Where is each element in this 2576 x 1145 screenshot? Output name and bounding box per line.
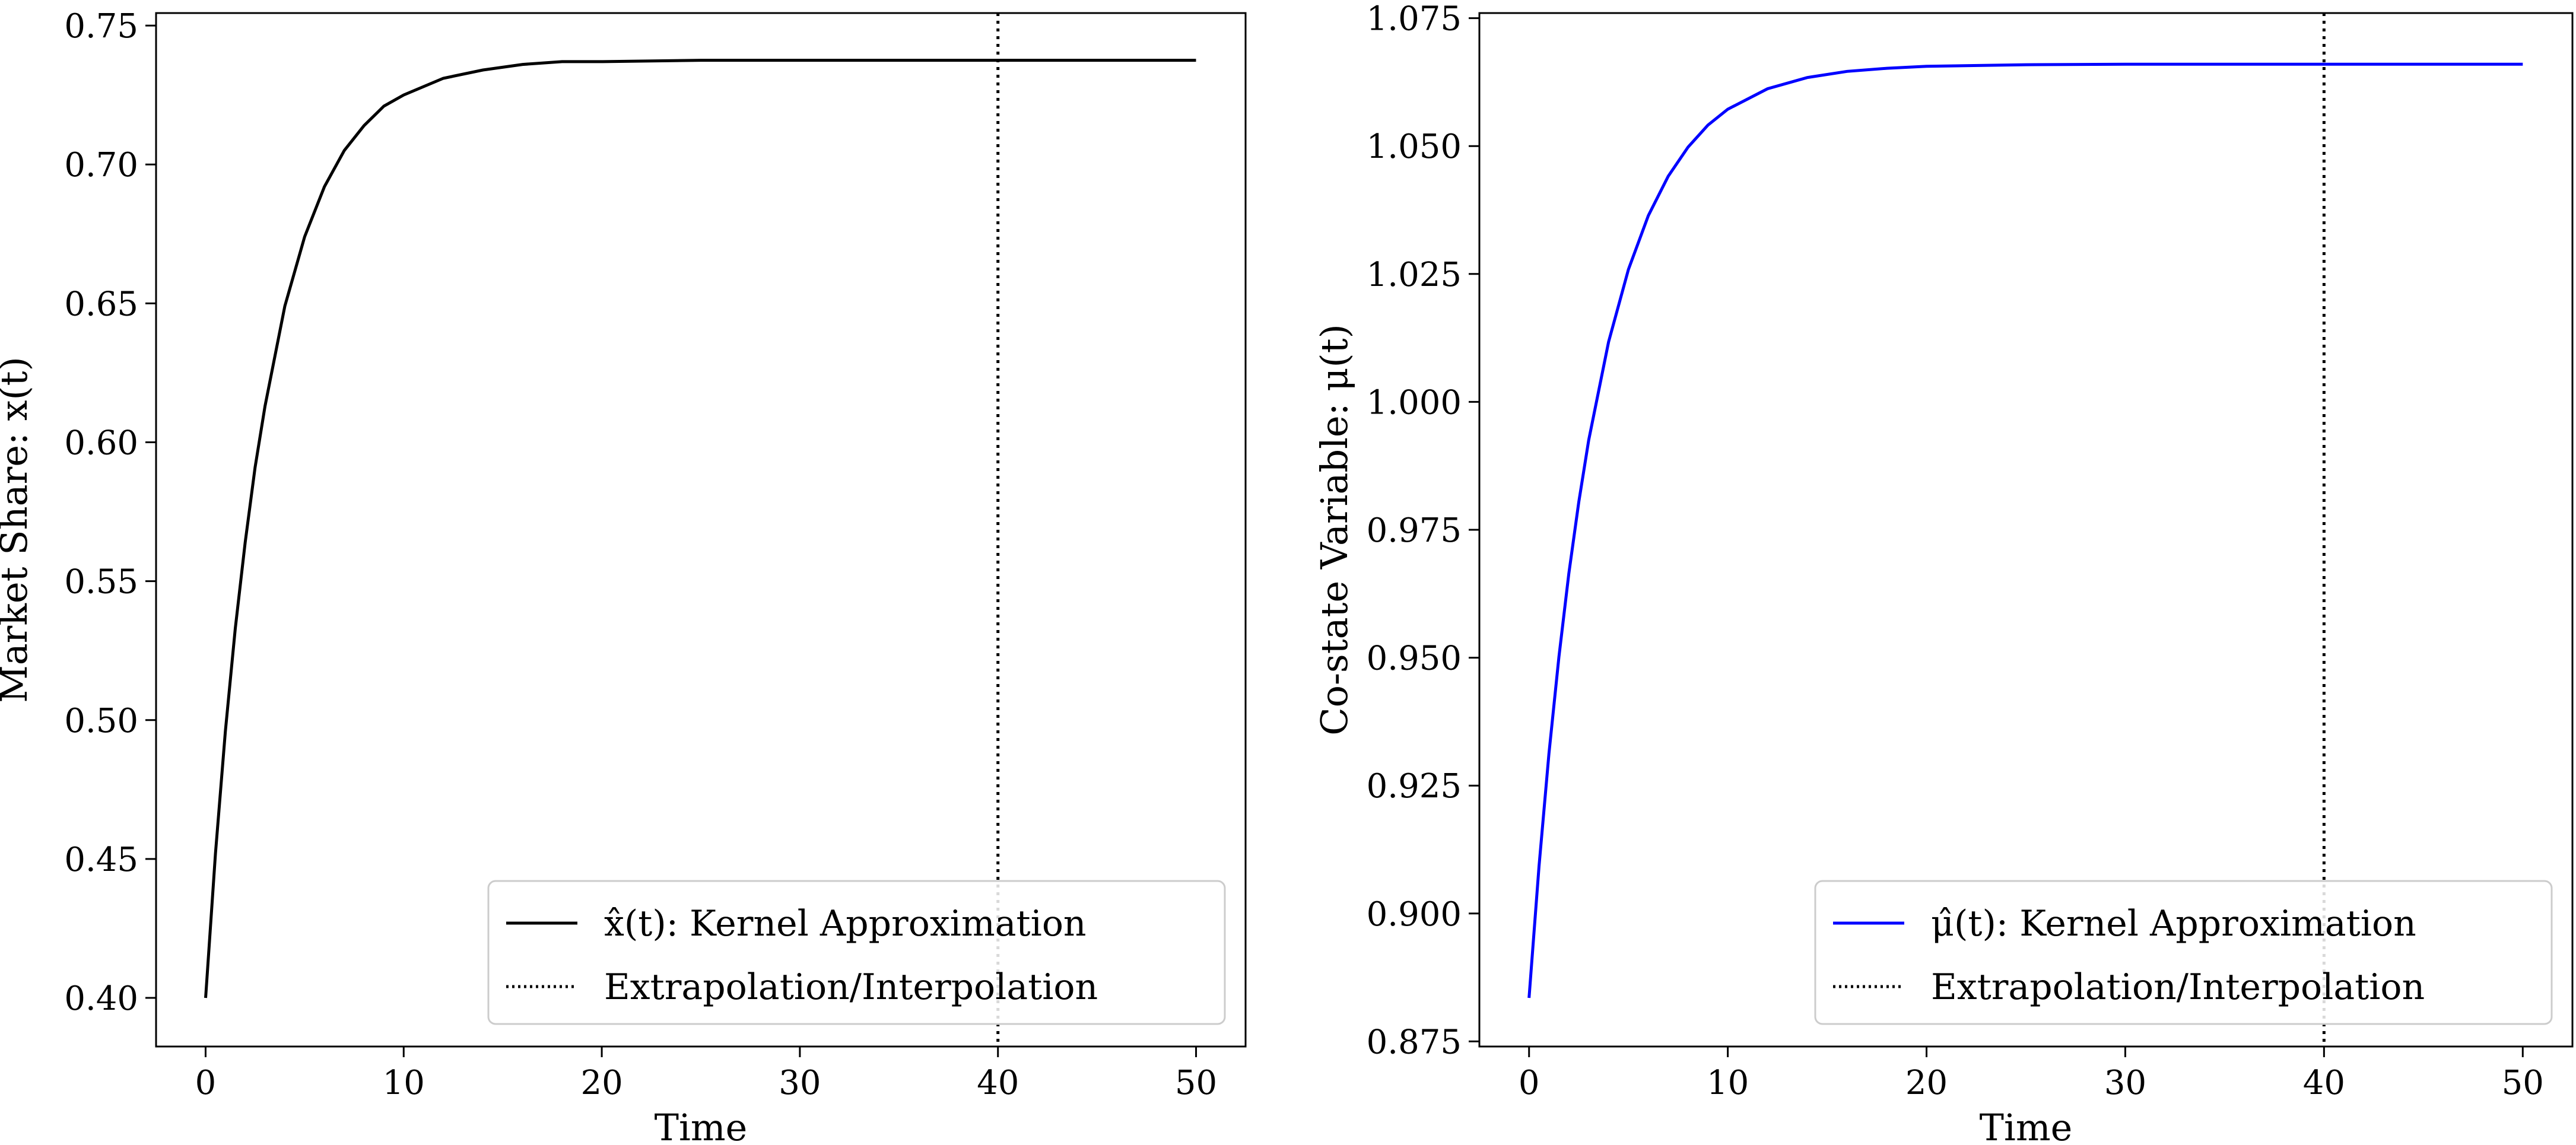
x-tick-label: 30 — [779, 1064, 821, 1102]
y-tick-label: 1.075 — [1367, 0, 1462, 39]
subplot-2: 0 10 20 30 40 50 0.875 0.900 0.925 0.950 0.975 1.00… — [1313, 0, 2574, 1145]
y-tick-label: 0.65 — [64, 285, 138, 323]
x-axis-label: Time — [655, 1106, 748, 1145]
y-tick-label: 0.70 — [64, 146, 138, 185]
y-tick-label: 1.050 — [1367, 128, 1462, 166]
y-tick-label: 0.45 — [64, 841, 138, 879]
x-tick-label: 0 — [1519, 1064, 1540, 1102]
y-tick-label: 0.925 — [1367, 767, 1462, 806]
y-tick-label: 1.000 — [1367, 383, 1462, 422]
legend-entry-vline: Extrapolation/Interpolation — [1931, 966, 2425, 1008]
series-line — [1527, 62, 2523, 998]
y-tick-label: 0.975 — [1367, 511, 1462, 550]
x-tick-label: 30 — [2104, 1064, 2146, 1102]
x-tick-label: 40 — [2303, 1064, 2345, 1102]
x-tick-label: 50 — [2502, 1064, 2544, 1102]
legend-entry-series: x̂(t): Kernel Approximation — [604, 903, 1087, 944]
x-tick-label: 40 — [977, 1064, 1019, 1102]
legend-entry-series: μ̂(t): Kernel Approximation — [1931, 903, 2416, 944]
x-tick-label: 50 — [1175, 1064, 1217, 1102]
y-tick-label: 0.75 — [64, 7, 138, 46]
y-axis-label: Co-state Variable: μ(t) — [1313, 324, 1356, 736]
x-tick-label: 20 — [580, 1064, 622, 1102]
subplot-1: 0 10 20 30 40 50 0.40 0.45 0.50 0.55 0.60 0.65 0.70 0… — [0, 7, 1247, 1145]
y-tick-label: 0.950 — [1367, 640, 1462, 678]
x-tick-label: 10 — [1707, 1064, 1749, 1102]
y-tick-label: 0.875 — [1367, 1023, 1462, 1061]
y-tick-label: 0.60 — [64, 424, 138, 462]
x-tick-label: 20 — [1905, 1064, 1948, 1102]
y-tick-label: 0.900 — [1367, 895, 1462, 934]
legend: x̂(t): Kernel Approximation Extrapolation… — [487, 880, 1226, 1025]
y-tick-label: 0.40 — [64, 979, 138, 1018]
axes-frame — [155, 12, 1247, 1048]
y-axis-label: Market Share: x(t) — [0, 357, 36, 703]
y-tick-label: 0.50 — [64, 702, 138, 740]
legend-entry-vline: Extrapolation/Interpolation — [604, 966, 1098, 1008]
y-tick-label: 1.025 — [1367, 256, 1462, 294]
x-axis-label: Time — [1980, 1106, 2073, 1145]
legend: μ̂(t): Kernel Approximation Extrapolation… — [1814, 880, 2553, 1025]
series-line — [204, 59, 1196, 998]
legend-box — [1814, 880, 2553, 1025]
x-tick-label: 0 — [195, 1064, 217, 1102]
x-tick-label: 10 — [383, 1064, 425, 1102]
legend-box — [487, 880, 1226, 1025]
y-tick-label: 0.55 — [64, 563, 138, 602]
